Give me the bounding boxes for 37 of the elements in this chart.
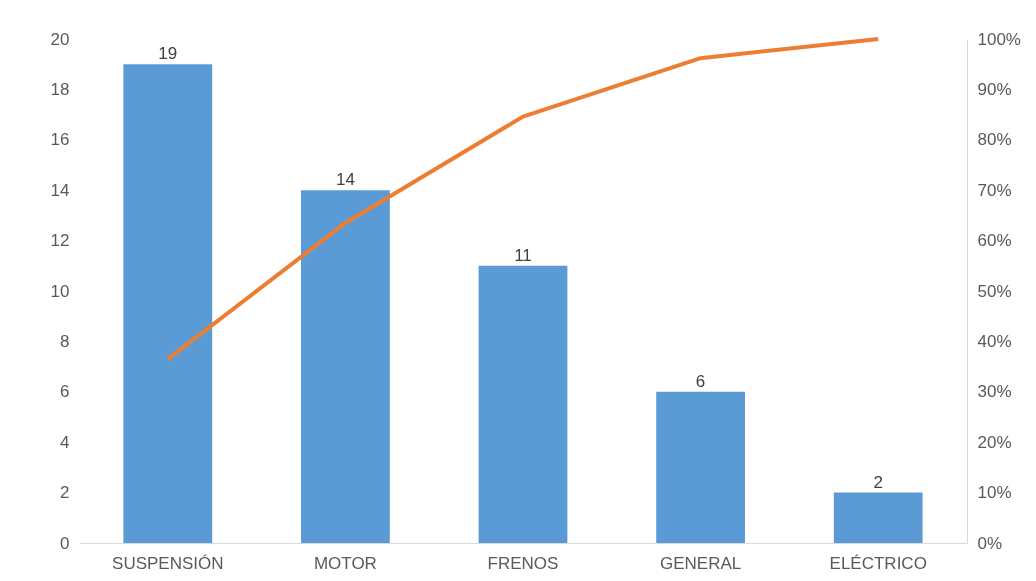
- y-tick-label: 10: [50, 281, 70, 301]
- bar: [123, 64, 213, 543]
- y2-tick-label: 30%: [977, 382, 1012, 402]
- data-label: 2: [873, 472, 883, 492]
- y2-tick-label: 100%: [977, 29, 1021, 49]
- y-tick-label: 2: [60, 483, 70, 503]
- y-tick-label: 14: [50, 180, 70, 200]
- y2-tick-label: 70%: [977, 180, 1012, 200]
- bar: [478, 265, 568, 543]
- y-tick-label: 18: [50, 79, 70, 99]
- y-tick-label: 8: [60, 331, 70, 351]
- x-tick-label: ELÉCTRICO: [829, 553, 927, 573]
- y2-tick-label: 50%: [977, 281, 1012, 301]
- x-tick-label: GENERAL: [659, 553, 742, 573]
- x-tick-label: FRENOS: [487, 553, 559, 573]
- y2-tick-label: 10%: [977, 483, 1012, 503]
- data-label: 19: [158, 44, 178, 64]
- y2-tick-label: 40%: [977, 331, 1012, 351]
- data-label: 14: [335, 170, 355, 190]
- bar: [656, 391, 745, 543]
- y-tick-label: 0: [60, 533, 70, 553]
- data-label: 6: [695, 371, 706, 391]
- y-tick-label: 20: [50, 29, 70, 49]
- y-tick-label: 6: [60, 382, 70, 402]
- bar: [301, 190, 390, 543]
- x-tick-label: MOTOR: [313, 553, 377, 573]
- data-label: 11: [514, 245, 532, 265]
- bar: [833, 492, 923, 543]
- y2-tick-label: 0%: [977, 533, 1003, 553]
- y-tick-label: 16: [50, 130, 70, 150]
- y2-tick-label: 60%: [977, 231, 1012, 251]
- y-tick-label: 12: [50, 231, 70, 251]
- y2-tick-label: 90%: [977, 79, 1012, 99]
- x-tick-label: SUSPENSIÓN: [112, 553, 224, 573]
- y2-tick-label: 20%: [977, 432, 1012, 452]
- y-tick-label: 4: [60, 432, 70, 452]
- y2-tick-label: 80%: [977, 130, 1012, 150]
